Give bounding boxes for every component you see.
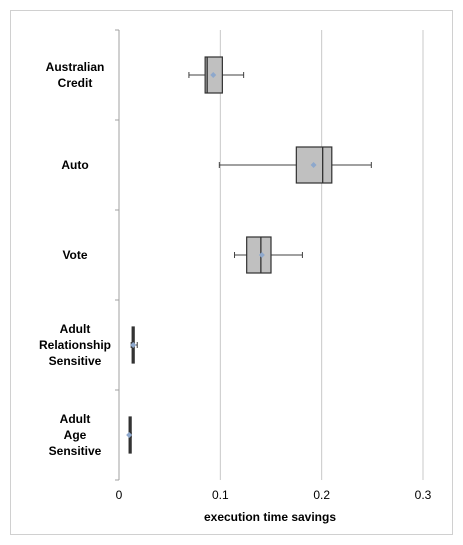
x-tick-label: 0.1: [212, 488, 229, 502]
x-tick-label: 0: [116, 488, 123, 502]
box-layer: [126, 56, 372, 454]
grid-layer: [219, 30, 424, 480]
mean-marker: [258, 252, 265, 258]
category-label: Adult: [60, 412, 91, 426]
category-label: Auto: [61, 158, 88, 172]
chart-frame: [10, 10, 453, 535]
x-tick-label: 0.2: [313, 488, 330, 502]
mean-marker: [310, 162, 317, 168]
category-label: Sensitive: [49, 354, 102, 368]
category-label: Sensitive: [49, 444, 102, 458]
category-label: Australian: [46, 60, 105, 74]
x-axis-title: execution time savings: [204, 510, 336, 524]
box-3: [234, 236, 303, 274]
iqr-box: [246, 236, 272, 274]
mean-marker: [130, 342, 137, 348]
label-layer: 0 0.1 0.2 0.3 Australian Credit Auto Vote Adult R…: [39, 60, 432, 502]
category-label: Relationship: [39, 338, 111, 352]
box-4: [130, 326, 138, 364]
category-label: Vote: [62, 248, 87, 262]
category-label: Adult: [60, 322, 91, 336]
box-1: [188, 56, 245, 94]
box-2: [218, 146, 372, 184]
mean-marker: [126, 432, 133, 438]
box-5: [126, 416, 133, 454]
mean-marker: [210, 72, 217, 78]
category-label: Age: [64, 428, 87, 442]
axis-layer: [115, 29, 120, 481]
x-tick-label: 0.3: [415, 488, 432, 502]
category-label: Credit: [58, 76, 93, 90]
